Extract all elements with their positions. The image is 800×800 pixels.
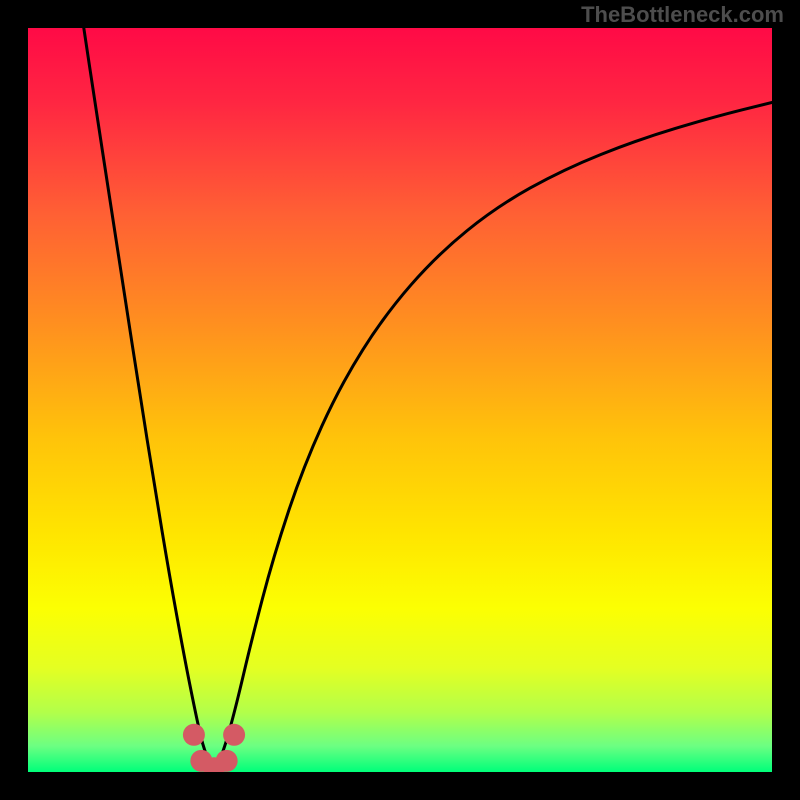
- plot-area: [28, 28, 772, 772]
- watermark-text: TheBottleneck.com: [581, 2, 784, 28]
- bottleneck-marker: [216, 750, 238, 772]
- bottleneck-marker: [183, 724, 205, 746]
- bottleneck-marker: [223, 724, 245, 746]
- chart-svg: [28, 28, 772, 772]
